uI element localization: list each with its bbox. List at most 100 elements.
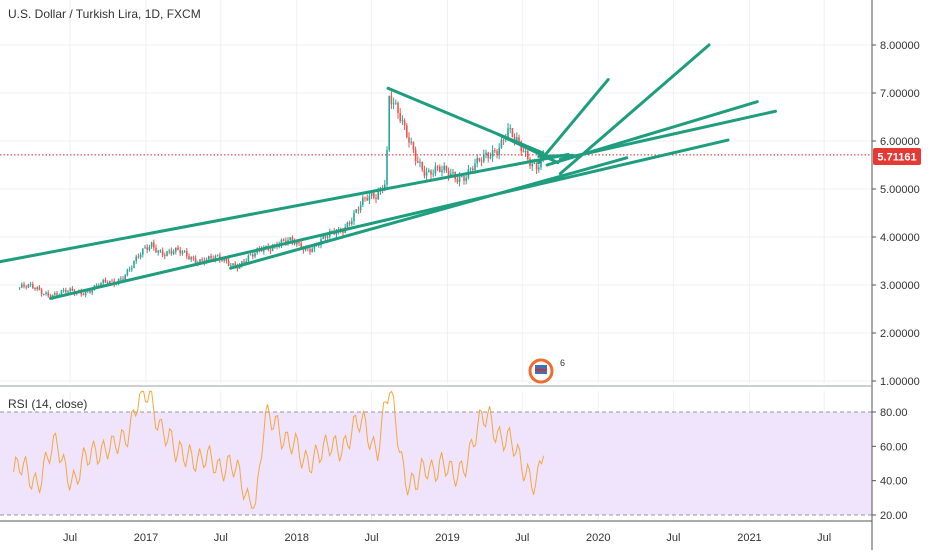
candle-body bbox=[254, 252, 256, 257]
candle-body bbox=[291, 237, 294, 242]
candle-body bbox=[166, 251, 168, 257]
candle-body bbox=[342, 231, 344, 233]
x-tick-label: Jul bbox=[666, 532, 680, 544]
candle-body bbox=[513, 137, 516, 141]
candle-body bbox=[227, 260, 230, 266]
candle-body bbox=[159, 250, 162, 252]
trendline bbox=[49, 138, 730, 300]
candle-body bbox=[65, 290, 67, 293]
candle-body bbox=[282, 239, 285, 241]
candle-body bbox=[496, 151, 498, 155]
x-axis-labels: Jul 2017 Jul 2018 Jul 2019 Jul 2020 Jul 2021 Jul bbox=[63, 532, 831, 544]
candle-body bbox=[348, 222, 351, 225]
candle-body bbox=[535, 162, 538, 170]
y-tick-label: 1.00000 bbox=[880, 376, 920, 388]
candle-body bbox=[456, 179, 459, 182]
candle-body bbox=[210, 255, 212, 259]
candle-body bbox=[441, 170, 443, 173]
candle-body bbox=[326, 236, 329, 238]
candle-body bbox=[232, 263, 234, 266]
candle-body bbox=[364, 197, 366, 199]
candle-body bbox=[247, 255, 250, 262]
candle-body bbox=[150, 242, 153, 247]
candle-body bbox=[423, 169, 426, 176]
rsi-y-tick-label: 20.00 bbox=[880, 510, 908, 522]
candle-body bbox=[522, 151, 525, 153]
candle-body bbox=[401, 120, 404, 122]
x-tick-label: Jul bbox=[63, 532, 77, 544]
candle-body bbox=[353, 212, 355, 222]
candle-body bbox=[32, 284, 34, 289]
candle-body bbox=[89, 290, 91, 293]
candle-body bbox=[408, 137, 410, 143]
candle-body bbox=[84, 291, 87, 296]
candle-body bbox=[54, 293, 56, 295]
candle-body bbox=[461, 176, 463, 177]
price-tag-bg bbox=[873, 148, 921, 165]
candle-body bbox=[428, 170, 430, 173]
candle-body bbox=[190, 257, 193, 260]
candle-body bbox=[335, 232, 338, 235]
candle-body bbox=[417, 161, 419, 163]
candle-body bbox=[175, 247, 177, 252]
candle-body bbox=[45, 292, 47, 294]
candle-body bbox=[269, 249, 272, 251]
candle-body bbox=[351, 221, 353, 225]
candle-body bbox=[293, 241, 296, 245]
candle-body bbox=[366, 197, 369, 201]
candle-body bbox=[346, 222, 349, 228]
rsi-label: RSI (14, close) bbox=[8, 397, 87, 411]
candle-body bbox=[109, 280, 111, 284]
candle-body bbox=[23, 284, 25, 287]
candle-body bbox=[527, 151, 529, 159]
trendlines[interactable] bbox=[0, 43, 777, 300]
candle-body bbox=[507, 128, 509, 138]
candle-body bbox=[188, 256, 190, 260]
candle-body bbox=[34, 288, 36, 290]
trendline bbox=[495, 132, 560, 165]
candle-body bbox=[289, 237, 292, 240]
x-tick-label: 2018 bbox=[285, 532, 309, 544]
candle-body bbox=[531, 163, 534, 167]
candle-body bbox=[153, 242, 155, 248]
candle-body bbox=[421, 161, 424, 170]
candle-body bbox=[106, 282, 109, 284]
x-tick-label: 2020 bbox=[586, 532, 610, 544]
candle-body bbox=[139, 254, 142, 258]
candle-body bbox=[40, 289, 43, 295]
candle-body bbox=[483, 154, 485, 162]
candle-body bbox=[392, 103, 395, 105]
candle-body bbox=[172, 251, 175, 254]
candle-body bbox=[300, 243, 303, 250]
candle-body bbox=[69, 288, 72, 291]
candle-body bbox=[280, 239, 283, 245]
candle-body bbox=[324, 235, 327, 238]
chart-title: U.S. Dollar / Turkish Lira, 1D, FXCM bbox=[8, 7, 201, 21]
candle-body bbox=[120, 278, 122, 280]
candle-body bbox=[322, 235, 325, 239]
candle-body bbox=[208, 255, 210, 260]
x-tick-label: Jul bbox=[817, 532, 831, 544]
x-tick-label: Jul bbox=[364, 532, 378, 544]
candle-body bbox=[474, 163, 476, 171]
candle-body bbox=[434, 166, 437, 174]
candle-body bbox=[397, 102, 399, 114]
candle-body bbox=[62, 290, 65, 291]
candle-body bbox=[126, 269, 129, 276]
candle-body bbox=[518, 137, 520, 142]
candle-body bbox=[388, 95, 391, 151]
candle-body bbox=[161, 250, 164, 256]
candle-body bbox=[230, 265, 232, 267]
candle-body bbox=[71, 288, 74, 291]
candle-body bbox=[516, 137, 518, 141]
candle-body bbox=[51, 294, 54, 298]
trendline bbox=[537, 153, 575, 158]
candle-body bbox=[489, 156, 492, 159]
candle-body bbox=[234, 263, 237, 267]
candle-body bbox=[430, 170, 432, 175]
candle-body bbox=[214, 256, 217, 260]
candle-body bbox=[135, 256, 138, 261]
candle-body bbox=[425, 172, 428, 176]
